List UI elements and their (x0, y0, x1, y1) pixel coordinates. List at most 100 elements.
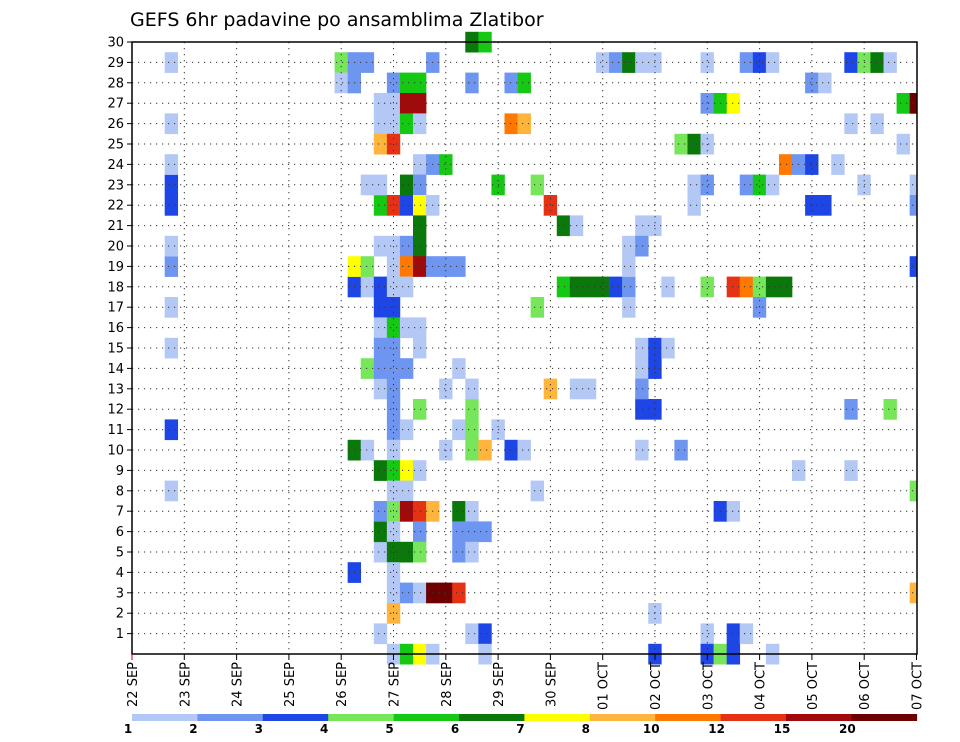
x-tick-label: 26 SEP (335, 662, 350, 707)
heatmap-cell (896, 133, 910, 155)
heatmap-cell (739, 276, 754, 298)
x-tick-label: 28 SEP (440, 662, 455, 707)
heatmap-cell (465, 72, 479, 94)
heatmap-cell (582, 276, 597, 298)
x-tick-label: 04 OCT (754, 662, 769, 710)
heatmap-cell (386, 603, 401, 624)
heatmap-cell (386, 113, 401, 135)
y-tick-label: 10 (107, 444, 124, 459)
heatmap-cell (595, 276, 610, 298)
heatmap-cell (373, 521, 388, 543)
heatmap-cell (399, 541, 414, 563)
heatmap-cell (909, 480, 917, 502)
heatmap-cell (413, 501, 427, 522)
heatmap-cell (883, 399, 897, 420)
y-axis: 1234567891011121314151617181920212223242… (107, 36, 132, 642)
heatmap-cell (413, 174, 427, 196)
heatmap-cell (413, 93, 427, 114)
heatmap-cell (164, 174, 179, 196)
heatmap-cell (386, 460, 401, 481)
heatmap-cell (164, 195, 179, 216)
heatmap-cell (765, 276, 780, 298)
y-tick-label: 21 (107, 219, 124, 234)
heatmap-cell (413, 154, 427, 175)
heatmap-cell (164, 52, 179, 73)
y-tick-label: 16 (107, 321, 124, 336)
y-tick-label: 6 (116, 525, 124, 540)
heatmap-cell (399, 480, 414, 502)
heatmap-cell (635, 215, 649, 237)
heatmap-cell (465, 541, 479, 563)
heatmap-cell (635, 378, 649, 400)
x-tick-label: 25 SEP (283, 662, 298, 707)
heatmap-cell (413, 317, 427, 339)
colorbar-swatch (720, 714, 787, 721)
colorbar-swatch (197, 714, 264, 721)
y-tick-label: 25 (107, 138, 124, 153)
heatmap-cell (373, 460, 388, 481)
colorbar-label: 5 (385, 722, 393, 736)
colorbar-swatch (589, 714, 656, 721)
heatmap-cell (517, 439, 531, 461)
heatmap-cells (164, 31, 917, 665)
heatmap-cell (556, 276, 571, 298)
heatmap-cell (373, 195, 388, 216)
colorbar-swatch (132, 714, 198, 721)
heatmap-cell (164, 297, 179, 318)
heatmap-cell (373, 541, 388, 563)
heatmap-cell (635, 358, 649, 379)
heatmap-cell (399, 72, 414, 94)
colorbar-swatch (328, 714, 394, 721)
colorbar-label: 7 (516, 722, 524, 736)
heatmap-cell (909, 174, 917, 196)
heatmap-cell (818, 72, 832, 94)
heatmap-cell (413, 215, 427, 237)
heatmap-cell (805, 195, 819, 216)
heatmap-cell (517, 72, 531, 94)
heatmap-cell (582, 378, 597, 400)
heatmap-cell (399, 195, 414, 216)
y-tick-label: 24 (107, 158, 124, 173)
heatmap-cell (700, 623, 714, 645)
heatmap-cell (700, 93, 714, 114)
heatmap-cell (373, 297, 388, 318)
heatmap-cell (465, 399, 479, 420)
heatmap-cell (909, 93, 917, 114)
heatmap-cell (413, 399, 427, 420)
heatmap-cell (386, 297, 401, 318)
colorbar-label: 10 (643, 722, 660, 736)
y-tick-label: 29 (107, 56, 124, 71)
heatmap-cell (726, 276, 741, 298)
heatmap-cell (373, 378, 388, 400)
y-tick-label: 30 (107, 36, 124, 51)
heatmap-cell (805, 154, 819, 175)
heatmap-cell (765, 174, 780, 196)
heatmap-cell (635, 439, 649, 461)
heatmap-cell (909, 582, 917, 604)
y-tick-label: 8 (116, 484, 124, 499)
heatmap-cell (844, 460, 858, 481)
colorbar-label: 8 (582, 722, 590, 736)
y-tick-label: 28 (107, 76, 124, 91)
heatmap-cell (896, 93, 910, 114)
colorbar-label: 2 (189, 722, 197, 736)
heatmap-cell (465, 378, 479, 400)
heatmap-cell (386, 419, 401, 441)
heatmap-cell (452, 256, 466, 277)
y-tick-label: 17 (107, 301, 124, 316)
heatmap-cell (373, 358, 388, 379)
x-axis: 22 SEP 23 SEP 24 SEP 25 SEP 26 SEP 27 SEP 28 S… (126, 654, 926, 710)
colorbar-swatch (262, 714, 329, 721)
x-tick-label: 06 OCT (858, 662, 873, 710)
heatmap-cell (687, 195, 701, 216)
heatmap-cell (334, 72, 348, 94)
heatmap-cell (373, 337, 388, 359)
heatmap-cell (556, 215, 571, 237)
heatmap-cell (674, 439, 688, 461)
heatmap-cell (687, 133, 701, 155)
heatmap-cell (399, 501, 414, 522)
heatmap-cell (452, 501, 466, 522)
heatmap-cell (622, 256, 636, 277)
heatmap-cell (399, 113, 414, 135)
heatmap-cell (700, 52, 714, 73)
